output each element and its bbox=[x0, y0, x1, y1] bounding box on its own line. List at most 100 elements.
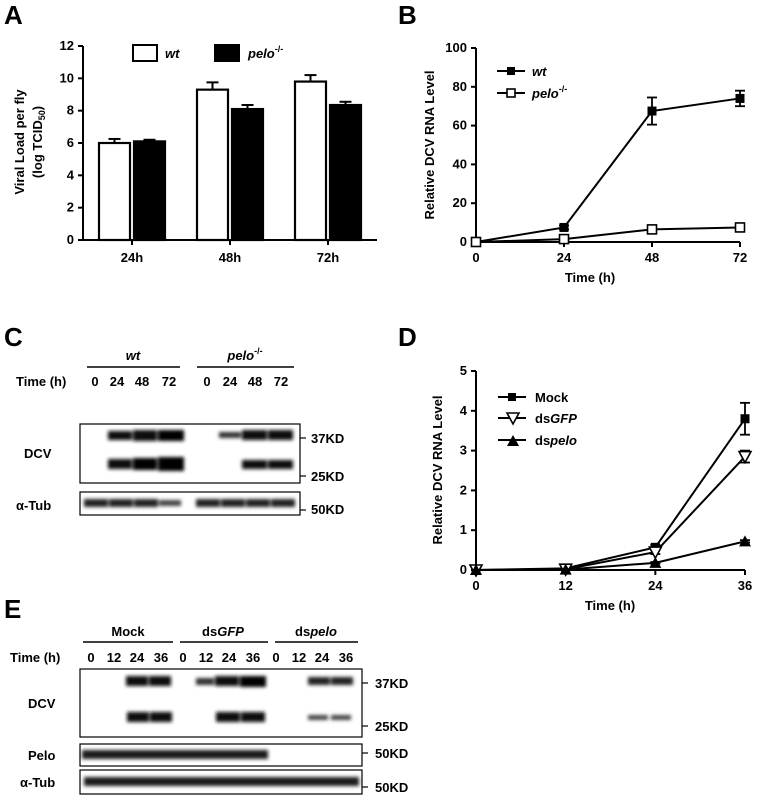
chart-a-bar-wt bbox=[195, 88, 230, 242]
blot-e-marker-25kd: 25KD bbox=[375, 719, 408, 734]
chart-b-point-wt bbox=[735, 93, 745, 103]
blot-c-row-tub: α-Tub bbox=[16, 498, 51, 513]
chart-a-legend-wt: wt bbox=[165, 46, 180, 61]
chart-d-line-dspelo bbox=[475, 540, 746, 571]
chart-d-ytick: 5 bbox=[460, 363, 467, 378]
blot-c-time: 0 bbox=[91, 374, 98, 389]
chart-b-point-pelo bbox=[470, 236, 482, 248]
chart-a-xtick: 72h bbox=[317, 250, 339, 265]
chart-b-point-pelo bbox=[558, 233, 570, 245]
chart-d-ytick: 1 bbox=[460, 522, 467, 537]
chart-b-line-dcv-rna: Relative DCV RNA Level Time (h) 0 20 40 60 8… bbox=[422, 40, 747, 285]
chart-b-legend-pelo: pelo-/- bbox=[531, 84, 567, 101]
chart-d-line-dsgfp bbox=[475, 455, 746, 571]
blot-e: Mock dsGFP dspelo Time (h) 0 12 24 36 0 12 24 3… bbox=[10, 624, 408, 795]
blot-c-time: 24 bbox=[223, 374, 238, 389]
blot-c-time: 48 bbox=[248, 374, 262, 389]
blot-e-time: 36 bbox=[154, 650, 168, 665]
chart-a-ylabel-line1: Viral Load per fly bbox=[12, 89, 27, 195]
blot-c-time: 72 bbox=[162, 374, 176, 389]
blot-e-row-pelo: Pelo bbox=[28, 748, 56, 763]
blot-e-row-tub: α-Tub bbox=[20, 775, 55, 790]
chart-a-legend-pelo: pelo-/- bbox=[247, 44, 283, 61]
chart-b-ytick: 60 bbox=[453, 118, 467, 133]
blot-e-marker-37kd: 37KD bbox=[375, 676, 408, 691]
chart-b-ytick: 80 bbox=[453, 79, 467, 94]
chart-a-ylabel-line2: (log TCID50) bbox=[30, 106, 47, 178]
chart-d-point-dsgfp bbox=[647, 546, 663, 560]
chart-d-xlabel: Time (h) bbox=[585, 598, 635, 613]
chart-a-legend-wt-swatch bbox=[132, 44, 158, 62]
blot-c-marker-37kd: 37KD bbox=[311, 431, 344, 446]
chart-b-ytick: 0 bbox=[460, 234, 467, 249]
panel-letter-e: E bbox=[4, 594, 21, 624]
chart-d-point-dspelo bbox=[649, 556, 662, 568]
chart-a-ytick: 0 bbox=[67, 232, 74, 247]
blot-e-time: 12 bbox=[292, 650, 306, 665]
chart-a-ytick: 8 bbox=[67, 103, 74, 118]
chart-b-legend-pelo-marker bbox=[506, 88, 516, 98]
blot-e-time: 36 bbox=[246, 650, 260, 665]
chart-d-point-dspelo bbox=[559, 563, 572, 575]
chart-d-point-dsgfp bbox=[737, 450, 753, 465]
chart-b-xtick: 0 bbox=[472, 250, 479, 265]
chart-d-point-dspelo bbox=[739, 535, 751, 547]
blot-c-time: 48 bbox=[135, 374, 149, 389]
chart-b-point-wt bbox=[647, 106, 657, 116]
panel-letter-b: B bbox=[398, 0, 417, 30]
chart-d-ytick: 4 bbox=[460, 403, 468, 418]
chart-a-bar-pelo bbox=[328, 103, 363, 242]
chart-d-xtick: 0 bbox=[472, 578, 479, 593]
chart-b-xtick: 24 bbox=[557, 250, 572, 265]
chart-b-ytick: 20 bbox=[453, 195, 467, 210]
blot-c: wt pelo-/- Time (h) 0 24 48 72 0 24 48 72 DCV α… bbox=[16, 346, 344, 517]
panel-letter-c: C bbox=[4, 322, 23, 352]
chart-d-legend-dsgfp: dsGFP bbox=[535, 411, 577, 426]
blot-c-time: 0 bbox=[203, 374, 210, 389]
blot-e-time: 36 bbox=[339, 650, 353, 665]
chart-a-bar-pelo bbox=[230, 107, 265, 242]
chart-d-legend-dspelo: dspelo bbox=[535, 433, 577, 448]
chart-b-line-pelo bbox=[475, 226, 741, 243]
chart-d-ytick: 0 bbox=[460, 562, 467, 577]
blot-e-time: 0 bbox=[87, 650, 94, 665]
chart-b-point-pelo bbox=[734, 222, 746, 233]
chart-d-ytick: 2 bbox=[460, 482, 467, 497]
blot-e-time: 0 bbox=[179, 650, 186, 665]
blot-e-group-dsgfp: dsGFP bbox=[202, 624, 244, 639]
chart-a-bar-wt bbox=[97, 141, 132, 242]
blot-e-time: 12 bbox=[199, 650, 213, 665]
panel-letter-d: D bbox=[398, 322, 417, 352]
panel-letter-a: A bbox=[4, 0, 23, 30]
chart-d-ytick: 3 bbox=[460, 443, 467, 458]
chart-b-ytick: 100 bbox=[445, 40, 467, 55]
blot-c-group-pelo: pelo-/- bbox=[226, 346, 262, 363]
blot-e-group-dspelo: dspelo bbox=[295, 624, 337, 639]
blot-c-time-label: Time (h) bbox=[16, 374, 66, 389]
chart-d-point-dspelo bbox=[470, 564, 482, 575]
chart-a-ytick: 2 bbox=[67, 200, 74, 215]
chart-d-legend-dsgfp-marker bbox=[505, 412, 521, 426]
chart-d-ylabel: Relative DCV RNA Level bbox=[430, 395, 445, 544]
blot-c-row-dcv: DCV bbox=[24, 446, 52, 461]
chart-b-ytick: 40 bbox=[453, 156, 467, 171]
chart-d-xtick: 24 bbox=[648, 578, 663, 593]
chart-b-xtick: 48 bbox=[645, 250, 659, 265]
blot-c-marker-25kd: 25KD bbox=[311, 469, 344, 484]
chart-a-ytick: 10 bbox=[60, 70, 74, 85]
chart-b-line-wt bbox=[475, 97, 741, 243]
blot-e-time: 0 bbox=[272, 650, 279, 665]
blot-c-time: 24 bbox=[110, 374, 125, 389]
blot-e-time: 12 bbox=[107, 650, 121, 665]
chart-b-point-pelo bbox=[646, 224, 658, 235]
chart-d-xtick: 36 bbox=[738, 578, 752, 593]
blot-e-time: 24 bbox=[130, 650, 145, 665]
chart-a-ytick: 12 bbox=[60, 38, 74, 53]
chart-d-legend-dspelo-marker bbox=[507, 435, 519, 446]
chart-a-xtick: 24h bbox=[121, 250, 143, 265]
chart-a-ytick: 4 bbox=[67, 167, 75, 182]
chart-d-xtick: 12 bbox=[558, 578, 572, 593]
chart-b-legend-wt: wt bbox=[532, 64, 547, 79]
